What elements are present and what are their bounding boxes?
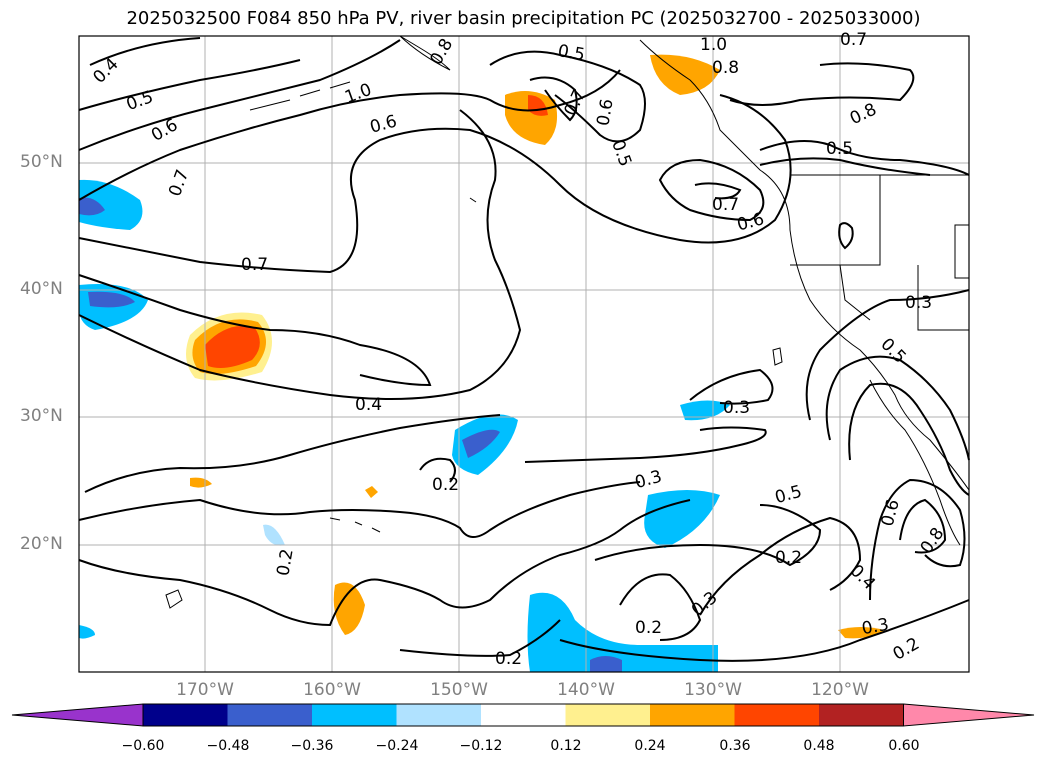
contour-label: 0.2 bbox=[635, 618, 662, 638]
contour-label: 0.5 bbox=[826, 139, 853, 159]
contour-label: 0.5 bbox=[556, 41, 586, 65]
colorbar-extend-low bbox=[11, 703, 144, 727]
lon-label: 130°W bbox=[684, 680, 742, 700]
colorbar-tick: −0.12 bbox=[459, 738, 503, 754]
contour-label: 0.7 bbox=[840, 30, 867, 50]
colorbar-tick: 0.12 bbox=[550, 738, 582, 754]
neg-anomaly-3-core bbox=[462, 429, 500, 458]
contour-label: 0.4 bbox=[355, 395, 382, 415]
pv-contours bbox=[78, 37, 970, 662]
colorbar-tick: −0.48 bbox=[206, 738, 250, 754]
neg-anomaly-2-core bbox=[88, 291, 135, 308]
lon-label: 170°W bbox=[176, 680, 234, 700]
colorbar-extend-high bbox=[903, 703, 1035, 727]
neg-anomaly-5 bbox=[680, 400, 730, 421]
contour-label: 0.3 bbox=[905, 293, 932, 313]
map-title: 2025032500 F084 850 hPa PV, river basin … bbox=[126, 8, 921, 29]
lon-label: 120°W bbox=[811, 680, 869, 700]
colorbar-tick: 0.48 bbox=[803, 738, 835, 754]
colorbar-segment bbox=[312, 704, 397, 726]
neg-anomaly-4 bbox=[644, 490, 720, 548]
neg-anomaly-8 bbox=[79, 625, 95, 639]
neg-anomaly-6-core bbox=[590, 656, 622, 672]
neg-anomaly-6 bbox=[527, 592, 718, 672]
colorbar-segment bbox=[481, 704, 566, 726]
map-plot bbox=[78, 35, 970, 673]
lon-label: 160°W bbox=[303, 680, 361, 700]
colorbar-tick: −0.24 bbox=[375, 738, 419, 754]
colorbar-segment bbox=[565, 704, 650, 726]
lon-label: 150°W bbox=[430, 680, 488, 700]
neg-anomaly-1-core bbox=[79, 197, 105, 216]
lat-label: 50°N bbox=[20, 152, 63, 172]
colorbar-segment bbox=[650, 704, 735, 726]
contour-label: 0.2 bbox=[775, 548, 802, 568]
lat-label: 30°N bbox=[20, 406, 63, 426]
colorbar-segment bbox=[734, 704, 819, 726]
contour-label: 0.3 bbox=[723, 398, 750, 418]
lat-label: 20°N bbox=[20, 534, 63, 554]
pos-anomaly-4 bbox=[333, 582, 365, 635]
contour-label: 0.6 bbox=[593, 97, 617, 127]
lat-label: 40°N bbox=[20, 279, 63, 299]
colorbar-segment bbox=[227, 704, 312, 726]
contour-label: 0.3 bbox=[860, 615, 890, 639]
lon-label: 140°W bbox=[557, 680, 615, 700]
contour-label: 0.2 bbox=[273, 547, 297, 577]
pos-anomaly-7 bbox=[365, 486, 378, 498]
coastlines bbox=[165, 35, 970, 609]
neg-anomaly-7 bbox=[263, 524, 285, 546]
contour-label: 1.0 bbox=[700, 35, 727, 55]
colorbar-segment bbox=[396, 704, 481, 726]
colorbar-tick: 0.36 bbox=[719, 738, 751, 754]
colorbar-tick: 0.24 bbox=[634, 738, 666, 754]
contour-label: 0.7 bbox=[712, 195, 739, 215]
colorbar bbox=[11, 703, 1035, 727]
pos-anomaly-5 bbox=[190, 477, 212, 488]
neg-anomaly-1 bbox=[79, 179, 143, 230]
colorbar-segment bbox=[819, 704, 904, 726]
precip-shading bbox=[79, 54, 885, 672]
colorbar-segment bbox=[143, 704, 228, 726]
colorbar-tick: −0.60 bbox=[121, 738, 165, 754]
pos-anomaly-1-core bbox=[205, 326, 260, 368]
colorbar-tick: 0.60 bbox=[888, 738, 920, 754]
contour-label: 0.7 bbox=[241, 255, 268, 275]
map-frame bbox=[78, 35, 970, 673]
colorbar-outline bbox=[142, 703, 904, 727]
pos-anomaly-3 bbox=[650, 54, 720, 95]
colorbar-tick: −0.36 bbox=[290, 738, 334, 754]
contour-label: 0.8 bbox=[712, 58, 739, 78]
contour-label: 0.2 bbox=[432, 475, 459, 495]
contour-label: 0.2 bbox=[495, 649, 522, 669]
